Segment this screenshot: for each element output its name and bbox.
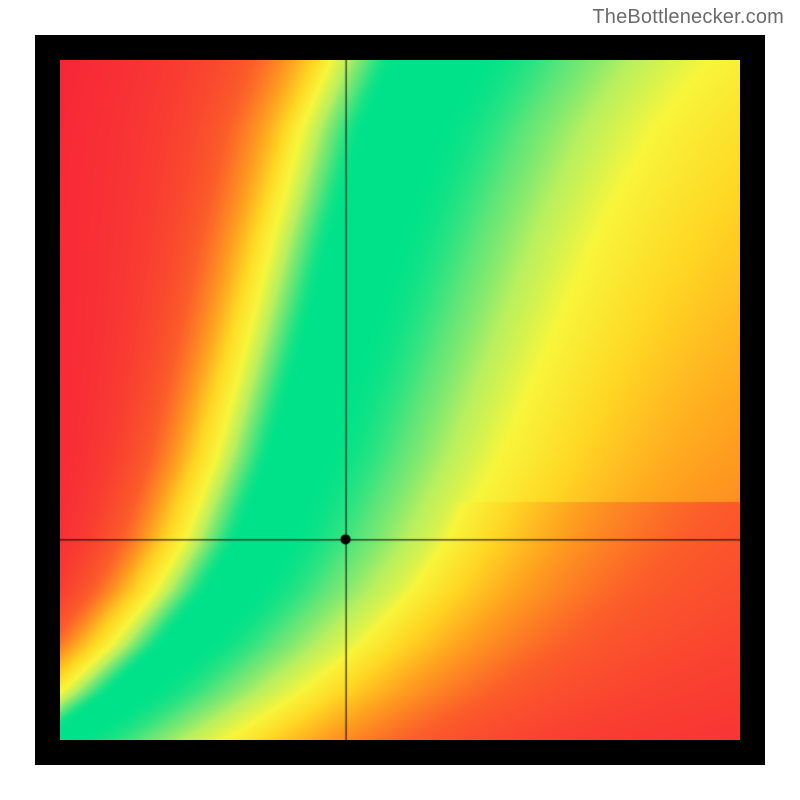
chart-container: TheBottlenecker.com	[0, 0, 800, 800]
watermark-text: TheBottlenecker.com	[592, 6, 784, 29]
plot-inner-area	[60, 60, 740, 740]
plot-black-frame	[35, 35, 765, 765]
heatmap-canvas	[60, 60, 740, 740]
